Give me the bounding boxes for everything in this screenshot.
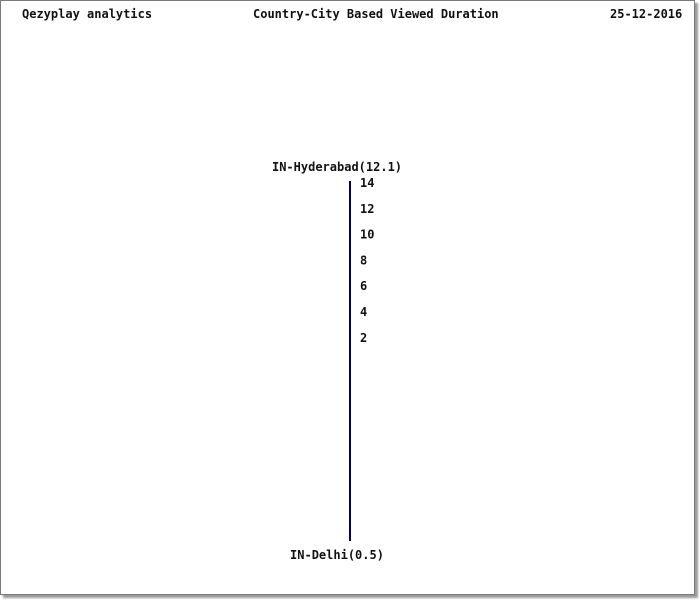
- report-date: 25-12-2016: [610, 7, 683, 21]
- scale-tick-label: 6: [360, 279, 367, 293]
- segment-label-in-hyderabad: IN-Hyderabad(12.1): [272, 160, 402, 174]
- chart-title: Country-City Based Viewed Duration: [253, 7, 499, 21]
- scale-tick-label: 2: [360, 331, 367, 345]
- scale-tick-label: 4: [360, 305, 367, 319]
- scale-tick-label: 10: [360, 228, 374, 242]
- scale-tick-label: 8: [360, 253, 367, 267]
- scale-tick-label: 14: [360, 176, 374, 190]
- segment-label-in-delhi: IN-Delhi(0.5): [290, 548, 384, 562]
- scale-tick-label: 12: [360, 202, 374, 216]
- app-title: Qezyplay analytics: [22, 7, 153, 21]
